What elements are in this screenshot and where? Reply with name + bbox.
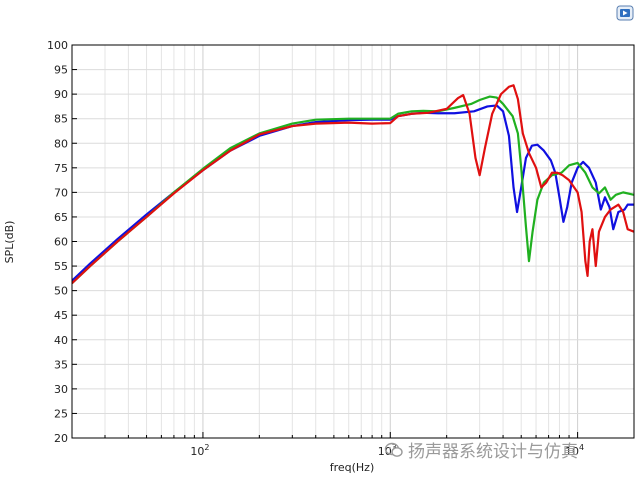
y-axis-label: SPL(dB) (3, 221, 16, 264)
y-tick-label: 90 (54, 88, 68, 101)
y-axis-ticks: 20 25 30 35 40 45 50 55 60 65 70 75 80 85 90 95 100 (47, 39, 77, 445)
y-tick-label: 100 (47, 39, 68, 52)
y-tick-label: 20 (54, 432, 68, 445)
series-group (72, 84, 634, 285)
wechat-icon (384, 442, 403, 457)
y-tick-label: 95 (54, 64, 68, 77)
series-line-3 (72, 84, 634, 285)
x-tick-label: 102 (190, 443, 209, 458)
y-tick-label: 80 (54, 137, 68, 150)
y-tick-label: 60 (54, 236, 68, 249)
y-tick-label: 45 (54, 309, 68, 322)
play-badge-icon[interactable] (616, 5, 634, 21)
y-tick-label: 65 (54, 211, 68, 224)
y-tick-label: 50 (54, 285, 68, 298)
y-tick-label: 25 (54, 407, 68, 420)
y-tick-label: 35 (54, 358, 68, 371)
y-tick-label: 75 (54, 162, 68, 175)
y-tick-label: 70 (54, 186, 68, 199)
watermark-text: 扬声器系统设计与仿真 (408, 442, 578, 462)
y-tick-label: 85 (54, 113, 68, 126)
x-axis-label: freq(Hz) (330, 461, 375, 474)
x-tick-label: 104 (565, 443, 584, 458)
watermark: 扬声器系统设计与仿真 (384, 437, 578, 462)
y-tick-label: 40 (54, 334, 68, 347)
y-tick-label: 55 (54, 260, 68, 273)
grid-lines (71, 44, 635, 439)
y-tick-label: 30 (54, 383, 68, 396)
